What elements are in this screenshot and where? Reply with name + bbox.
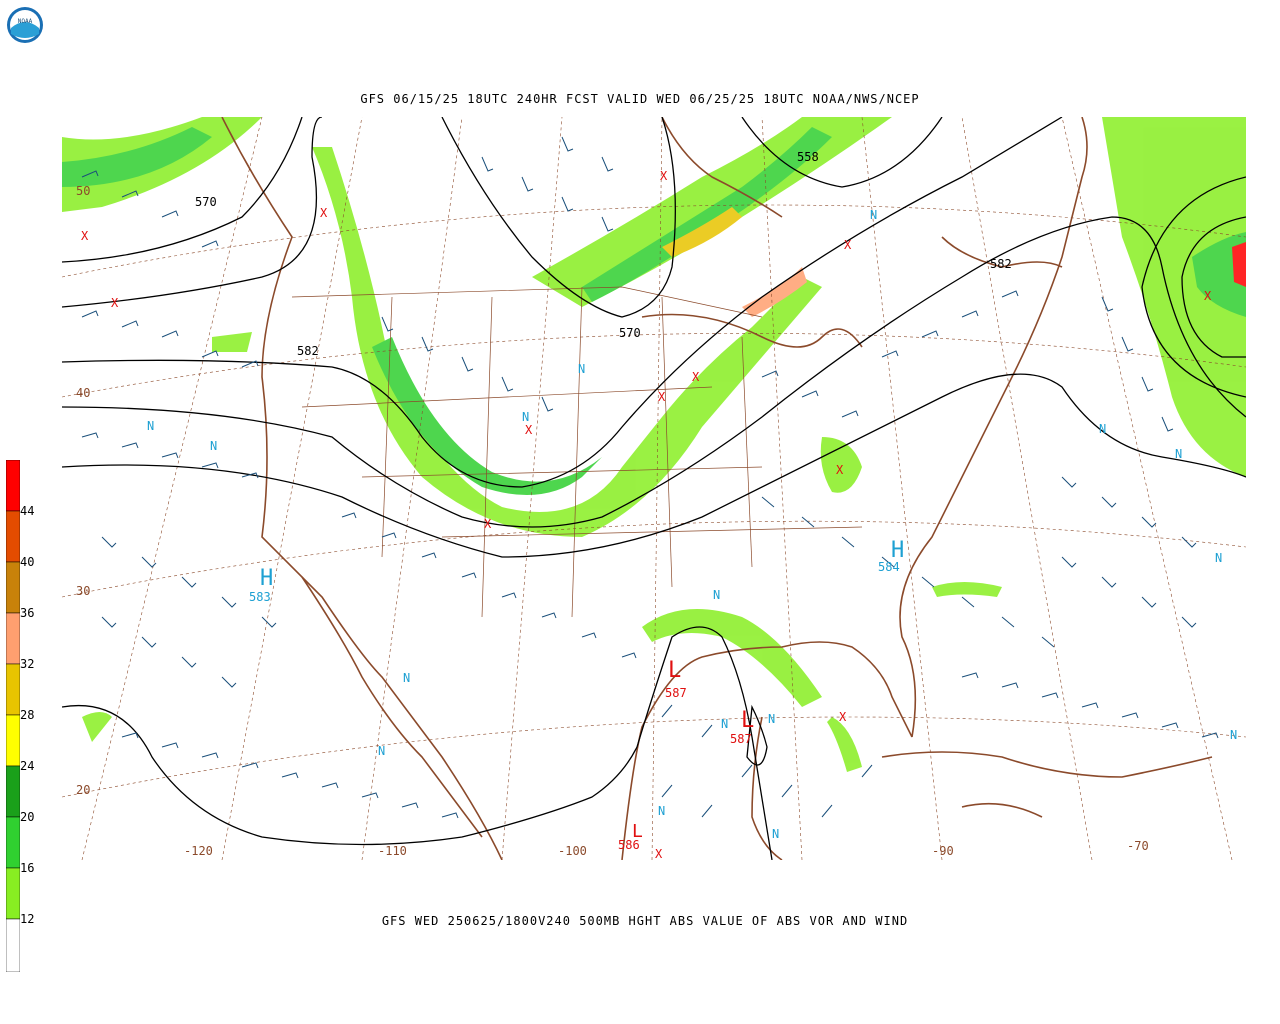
colorbar-label: 20 xyxy=(20,810,35,824)
n-marker: N xyxy=(870,208,877,222)
x-marker: X xyxy=(484,517,492,531)
n-marker: N xyxy=(210,439,217,453)
high-center-value: 584 xyxy=(878,560,900,574)
n-marker: N xyxy=(1230,728,1237,742)
lon-label: -110 xyxy=(378,844,407,858)
n-marker: N xyxy=(1099,422,1106,436)
x-marker: X xyxy=(839,710,847,724)
vorticity-shading xyxy=(62,117,1246,772)
colorbar-label: 24 xyxy=(20,759,35,773)
colorbar-label: 36 xyxy=(20,606,35,620)
n-marker: N xyxy=(1175,447,1182,461)
colorbar-label: 40 xyxy=(20,555,35,569)
contour-label: 582 xyxy=(990,257,1012,271)
high-center-symbol: H xyxy=(260,566,273,591)
contour-label: 570 xyxy=(195,195,217,209)
lon-label: -90 xyxy=(932,844,954,858)
x-marker: X xyxy=(525,423,533,437)
lon-label: -100 xyxy=(558,844,587,858)
height-contours xyxy=(62,117,1246,860)
chart-subtitle: GFS WED 250625/1800V240 500MB HGHT ABS V… xyxy=(381,914,909,928)
x-marker: X xyxy=(844,238,852,252)
color-scale-bar xyxy=(6,460,20,972)
x-marker: X xyxy=(320,206,328,220)
x-marker: X xyxy=(1204,289,1212,303)
coastlines xyxy=(221,117,1213,860)
low-center-value: 587 xyxy=(730,732,752,746)
n-marker: N xyxy=(772,827,779,841)
lat-label: 40 xyxy=(76,386,90,400)
low-center-symbol: L xyxy=(632,821,643,842)
colorbar-label: 32 xyxy=(20,657,35,671)
colorbar-label: 28 xyxy=(20,708,35,722)
n-marker: N xyxy=(378,744,385,758)
lon-label: -70 xyxy=(1127,839,1149,853)
n-marker: N xyxy=(1215,551,1222,565)
state-borders xyxy=(291,286,863,618)
low-center-symbol: L xyxy=(741,708,754,733)
colorbar-label: 44 xyxy=(20,504,35,518)
high-center-value: 583 xyxy=(249,590,271,604)
x-marker: X xyxy=(836,463,844,477)
wind-barbs xyxy=(81,136,1219,819)
n-marker: N xyxy=(578,362,585,376)
n-marker: N xyxy=(147,419,154,433)
low-center-symbol: L xyxy=(668,658,681,683)
low-center-value: 586 xyxy=(618,838,640,852)
n-marker: N xyxy=(522,410,529,424)
colorbar-label: 12 xyxy=(20,912,35,926)
lon-label: -120 xyxy=(184,844,213,858)
chart-title: GFS 06/15/25 18UTC 240HR FCST VALID WED … xyxy=(360,92,920,106)
lat-label: 50 xyxy=(76,184,90,198)
high-center-symbol: H xyxy=(891,538,904,563)
low-center-value: 587 xyxy=(665,686,687,700)
x-marker: X xyxy=(658,390,666,404)
n-marker: N xyxy=(713,588,720,602)
colorbar-label: 16 xyxy=(20,861,35,875)
noaa-logo-text: NOAA xyxy=(18,18,33,25)
contour-label: 570 xyxy=(619,326,641,340)
n-marker: N xyxy=(403,671,410,685)
n-marker: N xyxy=(768,712,775,726)
x-marker: X xyxy=(655,847,663,860)
x-marker: X xyxy=(81,229,89,243)
contour-label: 582 xyxy=(297,344,319,358)
contour-label: 558 xyxy=(797,150,819,164)
lat-label: 20 xyxy=(76,783,90,797)
noaa-logo: NOAA xyxy=(6,6,44,44)
x-marker: X xyxy=(692,370,700,384)
x-marker: X xyxy=(111,296,119,310)
x-marker: X xyxy=(660,169,668,183)
n-marker: N xyxy=(721,717,728,731)
n-marker: N xyxy=(658,804,665,818)
weather-map: 570 558 582 582 570 50 40 30 20 -120 -11… xyxy=(62,117,1246,860)
lat-label: 30 xyxy=(76,584,90,598)
